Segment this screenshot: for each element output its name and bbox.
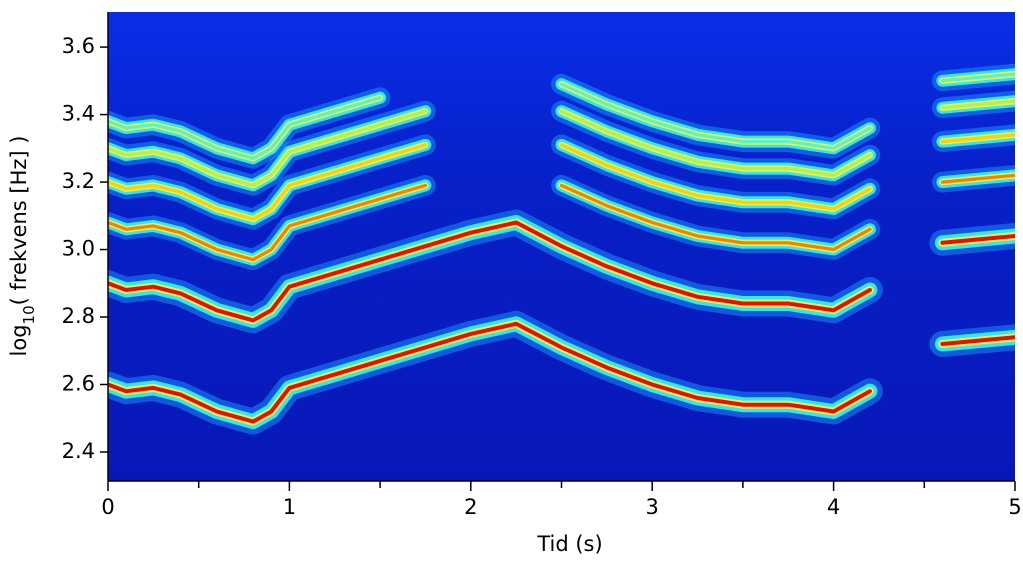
harmonic-band	[108, 72, 1015, 160]
harmonic-band	[108, 133, 1015, 221]
y-label-rest: ( frekvens [Hz] )	[7, 136, 31, 306]
harmonic-band	[108, 173, 1015, 262]
x-tick-label: 1	[283, 495, 296, 519]
y-tick-label: 2.8	[62, 304, 95, 328]
x-tick-label: 3	[646, 495, 659, 519]
y-tick-label: 2.6	[62, 372, 95, 396]
y-tick-label: 3.2	[62, 169, 95, 193]
x-tick-label: 2	[464, 495, 477, 519]
y-tick-label: 3.0	[62, 237, 95, 261]
y-tick-label: 2.4	[62, 439, 95, 463]
y-tick-label: 3.4	[62, 102, 95, 126]
harmonic-band	[108, 321, 1015, 424]
harmonic-band	[108, 220, 1015, 323]
traces	[108, 63, 1015, 435]
y-axis-label: log10( frekvens [Hz] )	[7, 136, 38, 357]
x-axis-label: Tid (s)	[536, 532, 602, 556]
harmonic-band	[108, 99, 1015, 187]
y-label-subscript: 10	[20, 305, 38, 324]
y-tick-label: 3.6	[62, 34, 95, 58]
y-label-main: log	[7, 324, 31, 356]
x-tick-label: 4	[827, 495, 840, 519]
x-tick-label: 5	[1008, 495, 1021, 519]
x-tick-label: 0	[101, 495, 114, 519]
